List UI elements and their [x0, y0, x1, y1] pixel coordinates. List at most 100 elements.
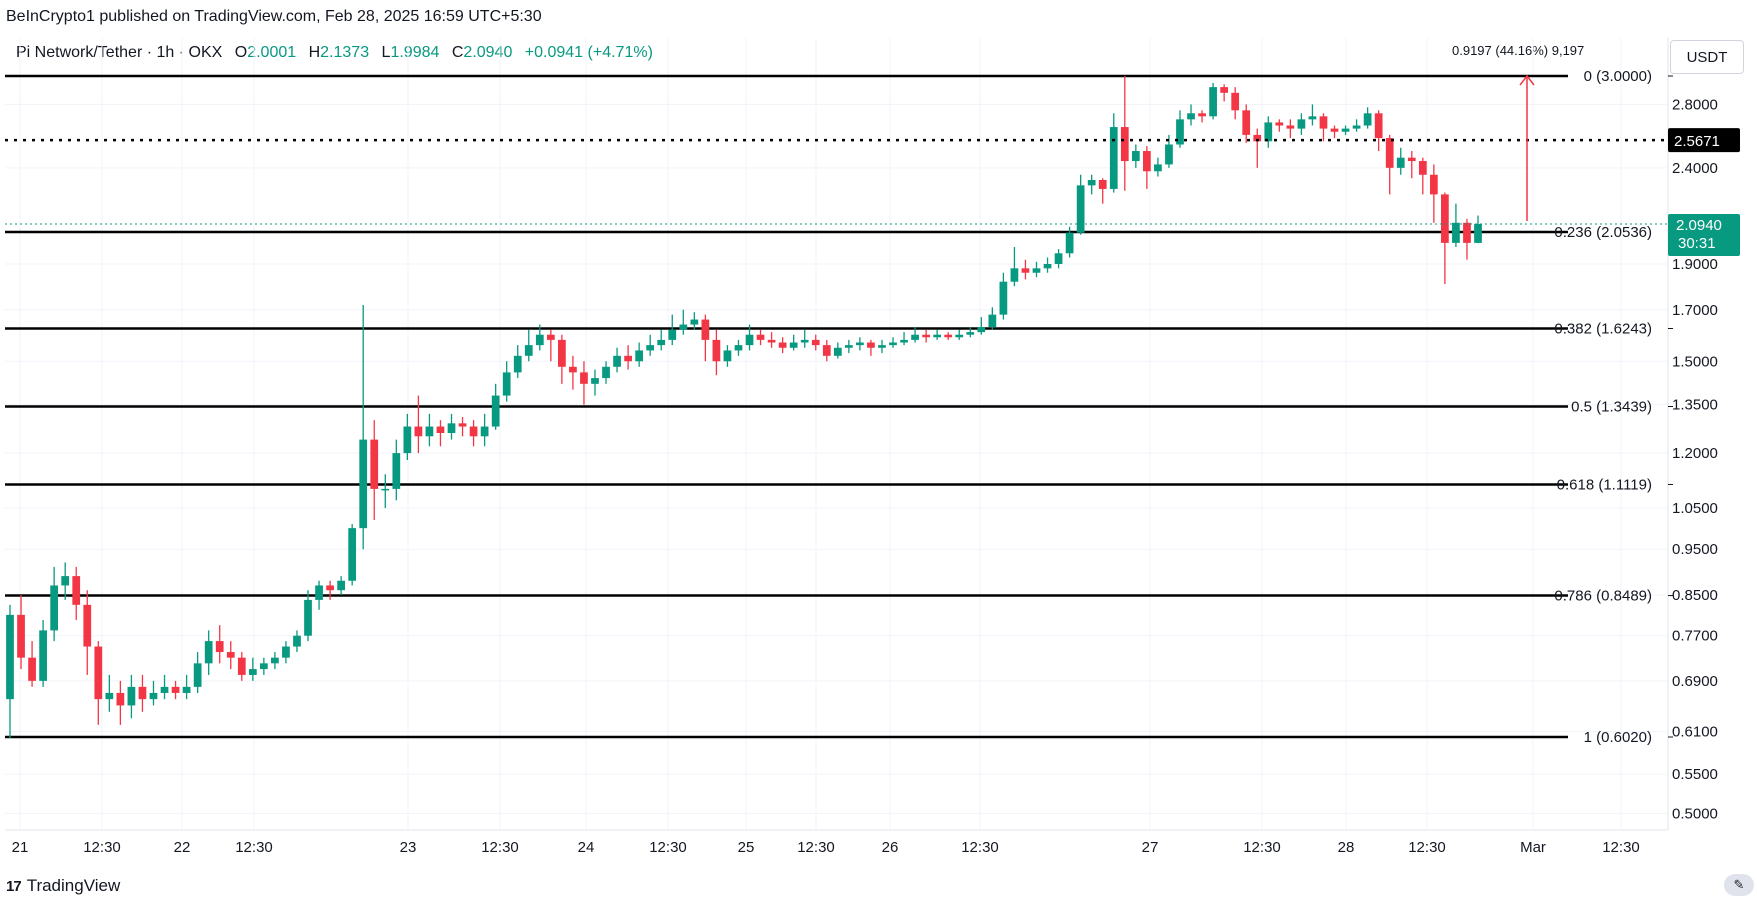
candle-body	[1319, 116, 1328, 129]
candle-body	[591, 378, 599, 384]
brand-label: TradingView	[26, 876, 121, 895]
candle-body	[348, 528, 357, 581]
candle-body	[226, 652, 235, 658]
x-tick-label: 12:30	[649, 839, 687, 856]
candle-body	[513, 355, 522, 373]
candle-body	[149, 692, 158, 700]
candle-body	[1209, 87, 1217, 117]
x-tick-label: 12:30	[961, 839, 999, 856]
candle-body	[436, 426, 445, 434]
candle-body	[1308, 116, 1317, 120]
candle-body	[844, 345, 853, 348]
candle-body	[447, 423, 456, 434]
candle-body	[160, 686, 169, 693]
candle-body	[966, 332, 975, 335]
candle-body	[690, 319, 699, 325]
high-value: 2.1373	[320, 44, 370, 61]
fib-label: 0 (3.0000)	[1584, 68, 1652, 85]
magic-wand-icon[interactable]: ✎	[1724, 874, 1754, 896]
x-tick-label: 12:30	[235, 839, 273, 856]
candle-body	[1120, 127, 1129, 162]
x-tick-label: 21	[12, 839, 29, 856]
currency-button[interactable]: USDT	[1670, 40, 1744, 74]
candle-body	[116, 692, 125, 706]
countdown-label: 30:31	[1678, 235, 1716, 252]
candle-body	[657, 339, 666, 346]
candle-body	[1143, 151, 1151, 172]
candle-body	[955, 334, 964, 338]
candle-body	[248, 669, 257, 675]
y-tick-label: 1.3500	[1672, 397, 1718, 414]
fib-label: 0.382 (1.6243)	[1554, 321, 1652, 338]
candle-body	[535, 334, 544, 346]
candle-body	[502, 372, 511, 396]
candle-body	[171, 686, 180, 693]
candle-body	[1463, 222, 1471, 243]
candle-body	[811, 339, 820, 346]
candle-body	[215, 641, 224, 653]
y-tick-label: 1.0500	[1672, 500, 1718, 517]
candle-body	[679, 324, 688, 330]
candle-body	[293, 635, 301, 647]
fib-label: 0.5 (1.3439)	[1571, 398, 1652, 415]
candle-body	[1374, 113, 1383, 139]
candle-body	[546, 334, 555, 340]
candle-body	[712, 339, 721, 362]
candle-body	[1330, 128, 1339, 132]
candle-body	[1286, 125, 1295, 129]
candle-body	[337, 580, 345, 591]
brand[interactable]: 17 TradingView	[6, 876, 120, 896]
grid-lines	[5, 38, 1669, 831]
candle-body	[1076, 185, 1085, 233]
candle-body	[756, 334, 765, 340]
candle-body	[558, 339, 566, 367]
high-label: H	[308, 44, 321, 61]
candle-body	[1352, 125, 1361, 129]
x-tick-label: 22	[174, 839, 191, 856]
candle-body	[1187, 113, 1195, 120]
candle-body	[1242, 110, 1251, 135]
candle-body	[1396, 157, 1405, 168]
candle-body	[403, 426, 412, 454]
candle-body	[767, 339, 776, 343]
candle-body	[856, 342, 864, 346]
x-tick-label: 26	[882, 839, 899, 856]
x-tick-label: 24	[578, 839, 595, 856]
x-tick-label: 28	[1338, 839, 1355, 856]
candle-body	[635, 350, 644, 362]
candle-body	[1441, 194, 1449, 243]
symbol-name: Pi Network/Tether · 1h · OKX	[16, 44, 223, 61]
candle-body	[778, 342, 787, 348]
candle-body	[1109, 127, 1118, 189]
close-label: C	[451, 44, 464, 61]
price-axis: 2.8000 2.4000 1.9000 1.7000 1.5000 1.3500 1.20…	[1672, 96, 1718, 822]
y-tick-label: 1.5000	[1672, 353, 1718, 370]
candle-body	[1418, 161, 1427, 175]
fib-label: 0.618 (1.1119)	[1557, 476, 1652, 493]
x-tick-label: 27	[1142, 839, 1159, 856]
candle-body	[668, 329, 677, 340]
candle-body	[182, 686, 191, 693]
tradingview-logo-icon: 17	[6, 877, 22, 895]
y-tick-label: 2.8000	[1672, 96, 1718, 113]
measure-arrowhead	[1519, 74, 1535, 86]
close-value: 2.0940	[463, 44, 513, 61]
candle-body	[1253, 134, 1262, 142]
resistance-badge	[1668, 128, 1740, 153]
last-price-badge	[1668, 213, 1740, 256]
candle-body	[414, 426, 423, 437]
candle-body	[1363, 113, 1372, 126]
candle-body	[392, 453, 401, 489]
candle-body	[326, 585, 334, 591]
publish-caption: BeInCrypto1 published on TradingView.com…	[6, 8, 542, 25]
candle-body	[237, 657, 246, 675]
y-tick-label: 0.6900	[1672, 673, 1718, 690]
candle-body	[867, 342, 875, 348]
x-tick-label: 12:30	[481, 839, 519, 856]
candle-body	[1385, 138, 1394, 168]
candle-body	[1341, 128, 1350, 132]
candle-body	[381, 488, 390, 491]
fib-label: 0.236 (2.0536)	[1554, 224, 1652, 241]
y-tick-label: 0.5500	[1672, 766, 1718, 783]
